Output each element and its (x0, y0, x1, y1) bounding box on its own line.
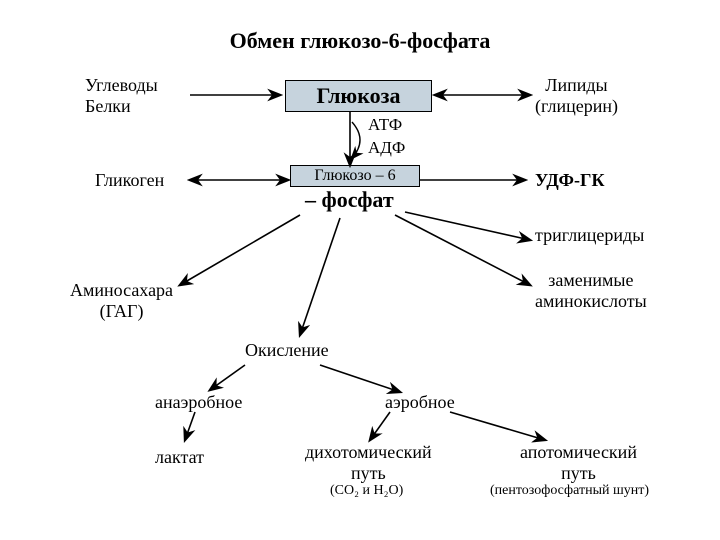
arrow-layer (0, 0, 720, 540)
diagram-stage: Обмен глюкозо-6-фосфата Углеводы Белки Г… (0, 0, 720, 540)
